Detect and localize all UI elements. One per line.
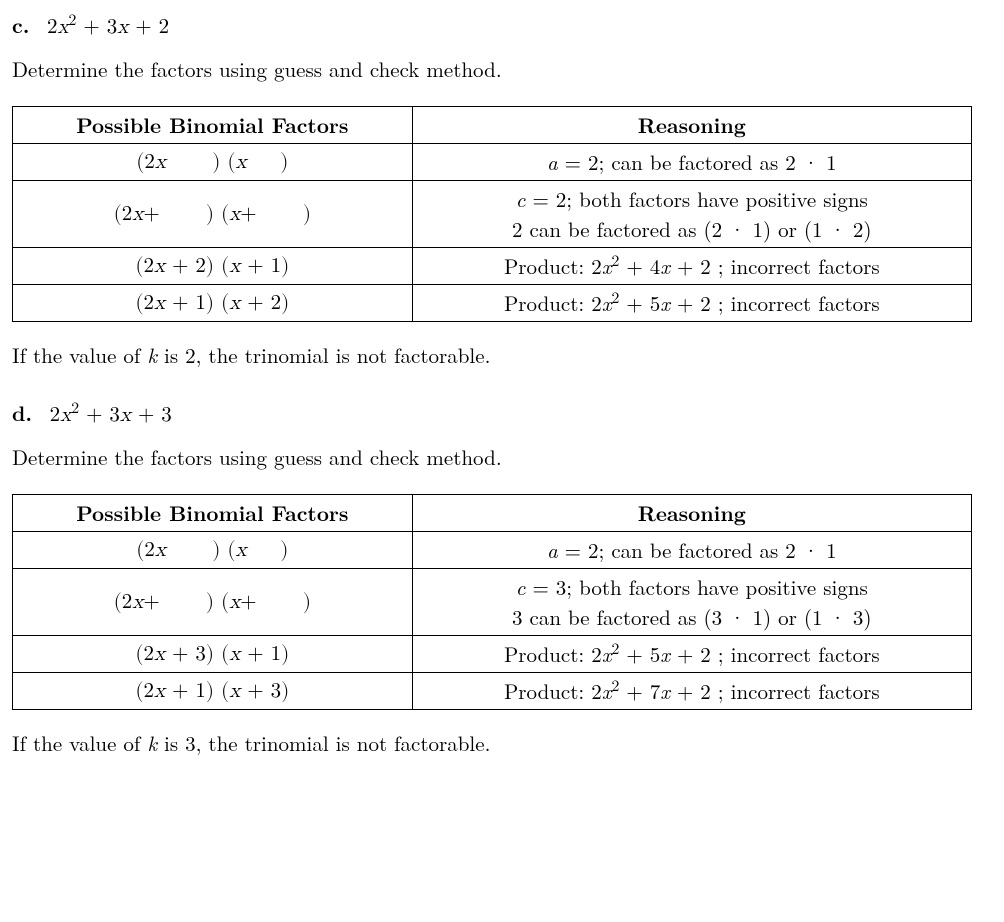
col-header-factors: Possible Binomial Factors [13,495,413,532]
cell-factors: (2x + 3) (x + 1) [13,636,413,673]
table-row: (2x + 1) (x + 3) Product: 2x2 + 7x + 2 ;… [13,673,972,710]
cell-factors: (2x+) (x+) [13,569,413,636]
cell-factors: (2x) (x) [13,144,413,181]
cell-factors: (2x+) (x+) [13,181,413,248]
cell-factors: (2x) (x) [13,532,413,569]
part-d-label: d. [12,398,32,428]
table-row: (2x+) (x+) c = 3; both factors have posi… [13,569,972,636]
cell-factors: (2x + 1) (x + 2) [13,285,413,322]
cell-reasoning: a = 2; can be factored as 2 · 1 [412,532,971,569]
table-row: (2x) (x) a = 2; can be factored as 2 · 1 [13,144,972,181]
part-d-conclusion: If the value of k is 3, the trinomial is… [12,728,992,758]
part-d-table: Possible Binomial Factors Reasoning (2x)… [12,494,972,710]
table-row: (2x + 2) (x + 1) Product: 2x2 + 4x + 2 ;… [13,248,972,285]
part-d-table-body: (2x) (x) a = 2; can be factored as 2 · 1… [13,532,972,710]
part-c-intro: Determine the factors using guess and ch… [12,54,992,84]
table-row: (2x) (x) a = 2; can be factored as 2 · 1 [13,532,972,569]
cell-reasoning: Product: 2x2 + 7x + 2 ; incorrect factor… [412,673,971,710]
cell-reasoning: c = 3; both factors have positive signs3… [412,569,971,636]
part-c-label: c. [12,10,29,40]
cell-factors: (2x + 2) (x + 1) [13,248,413,285]
table-header-row: Possible Binomial Factors Reasoning [13,495,972,532]
cell-reasoning: Product: 2x2 + 5x + 2 ; incorrect factor… [412,636,971,673]
cell-reasoning: Product: 2x2 + 4x + 2 ; incorrect factor… [412,248,971,285]
cell-reasoning: c = 2; both factors have positive signs2… [412,181,971,248]
col-header-reasoning: Reasoning [412,495,971,532]
part-c-expression: 2x2 + 3x + 2 [47,17,169,38]
part-c-table-body: (2x) (x) a = 2; can be factored as 2 · 1… [13,144,972,322]
table-row: (2x + 1) (x + 2) Product: 2x2 + 5x + 2 ;… [13,285,972,322]
part-d-heading: d. 2x2 + 3x + 3 [12,398,992,428]
part-c-conclusion: If the value of k is 2, the trinomial is… [12,340,992,370]
table-row: (2x + 3) (x + 1) Product: 2x2 + 5x + 2 ;… [13,636,972,673]
cell-reasoning: Product: 2x2 + 5x + 2 ; incorrect factor… [412,285,971,322]
part-c-table: Possible Binomial Factors Reasoning (2x)… [12,106,972,322]
part-d-expression: 2x2 + 3x + 3 [50,405,172,426]
table-row: (2x+) (x+) c = 2; both factors have posi… [13,181,972,248]
col-header-reasoning: Reasoning [412,107,971,144]
part-c-heading: c. 2x2 + 3x + 2 [12,10,992,40]
cell-reasoning: a = 2; can be factored as 2 · 1 [412,144,971,181]
cell-factors: (2x + 1) (x + 3) [13,673,413,710]
table-header-row: Possible Binomial Factors Reasoning [13,107,972,144]
part-d-intro: Determine the factors using guess and ch… [12,442,992,472]
col-header-factors: Possible Binomial Factors [13,107,413,144]
